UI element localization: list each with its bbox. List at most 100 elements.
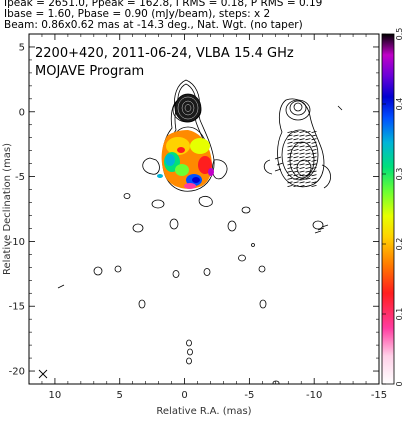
polarization-tick — [293, 170, 299, 173]
polarization-tick — [287, 167, 293, 169]
polarization-tick — [299, 134, 305, 137]
polarization-tick — [311, 134, 317, 137]
colorbar-tick-label: 0 — [395, 381, 404, 386]
polarization-tick — [293, 145, 299, 148]
x-axis-ticks: 10 5 0 -5 -10 -15 — [41, 34, 387, 401]
header-line-1: Ipeak = 2651.0, Ppeak = 162.8, I RMS = 0… — [4, 0, 323, 9]
core-contours — [174, 93, 202, 123]
polarization-tick — [276, 162, 284, 166]
polarization-tick — [305, 170, 311, 173]
polarization-tick — [299, 141, 305, 144]
polarization-tick — [305, 174, 311, 177]
colorbar-tick-label: 0.5 — [395, 28, 404, 41]
polarization-tick — [311, 181, 317, 184]
polarization-tick — [305, 156, 311, 159]
polarization-tick — [299, 159, 305, 162]
polarization-tick — [293, 167, 299, 169]
polarization-tick — [305, 181, 311, 184]
polarization-tick — [311, 177, 317, 180]
polarization-tick — [293, 134, 299, 137]
colorbar-tick-label: 0.3 — [395, 168, 404, 181]
polarization-tick — [299, 163, 305, 166]
polarization-colormap — [157, 130, 214, 189]
y-axis-ticks: 5 0 -5 -10 -15 -20 — [9, 33, 379, 385]
polarization-tick — [305, 131, 311, 133]
polarization-tick — [287, 149, 293, 151]
polarization-tick — [299, 149, 305, 151]
polarization-tick — [287, 174, 293, 177]
x-tick-label: -15 — [371, 390, 387, 401]
polarization-tick — [287, 156, 293, 159]
polarization-tick — [293, 163, 299, 166]
polarization-tick — [305, 167, 311, 169]
polarization-ticks — [274, 131, 329, 234]
polarization-tick — [293, 156, 299, 159]
colorbar-tick-label: 0.2 — [395, 238, 404, 251]
polarization-tick — [293, 138, 299, 141]
polarization-tick — [311, 149, 317, 151]
polarization-tick — [311, 174, 317, 177]
polarization-tick — [305, 149, 311, 151]
polarization-tick — [305, 163, 311, 166]
polarization-tick — [287, 163, 293, 166]
polarization-tick — [299, 170, 305, 173]
polarization-tick — [305, 185, 311, 187]
y-tick-label: 0 — [19, 107, 25, 118]
polarization-tick — [311, 163, 317, 166]
polarization-tick — [287, 170, 293, 173]
y-tick-label: -5 — [15, 172, 25, 183]
polarization-tick — [293, 131, 299, 133]
polarization-tick — [274, 156, 282, 160]
polarization-tick — [287, 177, 293, 180]
polarization-tick — [287, 145, 293, 148]
polarization-tick — [314, 230, 322, 234]
y-tick-label: -20 — [9, 367, 25, 378]
polarization-tick — [299, 156, 305, 159]
polarization-tick — [293, 185, 299, 187]
polarization-tick — [305, 145, 311, 148]
polarization-tick — [299, 174, 305, 177]
x-tick-label: -10 — [306, 390, 322, 401]
polarization-tick — [311, 141, 317, 144]
polarization-tick — [287, 152, 293, 155]
polarization-tick — [287, 138, 293, 141]
polarization-tick — [299, 131, 305, 133]
colorbar-ticks: 0 0.1 0.2 0.3 0.4 0.5 — [382, 28, 404, 387]
polarization-tick — [293, 174, 299, 177]
polarization-tick — [305, 134, 311, 137]
polarization-tick — [305, 152, 311, 155]
y-axis-label: Relative Declination (mas) — [2, 143, 13, 275]
polarization-tick — [293, 149, 299, 151]
colorbar — [381, 33, 395, 385]
polarization-tick — [305, 141, 311, 144]
polarization-tick — [287, 159, 293, 162]
header-line-2: Ibase = 1.60, Pbase = 0.90 (mJy/beam), s… — [4, 8, 271, 20]
colorbar-tick-label: 0.1 — [395, 308, 404, 321]
y-tick-label: 5 — [19, 42, 25, 53]
intensity-contours — [57, 79, 280, 384]
plot-subtitle: MOJAVE Program — [35, 64, 144, 79]
x-axis-label: Relative R.A. (mas) — [156, 406, 251, 417]
polarization-tick — [305, 177, 311, 180]
polarization-tick — [311, 159, 317, 162]
polarization-tick — [317, 227, 325, 231]
polarization-tick — [287, 141, 293, 144]
polarization-tick — [293, 152, 299, 155]
polarization-tick — [299, 181, 305, 184]
polarization-tick — [287, 185, 293, 187]
polarization-tick — [311, 131, 317, 133]
polarization-tick — [287, 181, 293, 184]
polarization-tick — [311, 185, 317, 187]
polarization-tick — [299, 138, 305, 141]
polarization-tick — [293, 159, 299, 162]
x-tick-label: 10 — [49, 390, 62, 401]
polarization-tick — [311, 170, 317, 173]
polarization-tick — [311, 138, 317, 141]
polarization-tick — [311, 152, 317, 155]
polarization-tick — [311, 167, 317, 169]
polarization-tick — [299, 145, 305, 148]
polarization-tick — [299, 177, 305, 180]
polarization-tick — [299, 167, 305, 169]
polarization-tick — [287, 134, 293, 137]
